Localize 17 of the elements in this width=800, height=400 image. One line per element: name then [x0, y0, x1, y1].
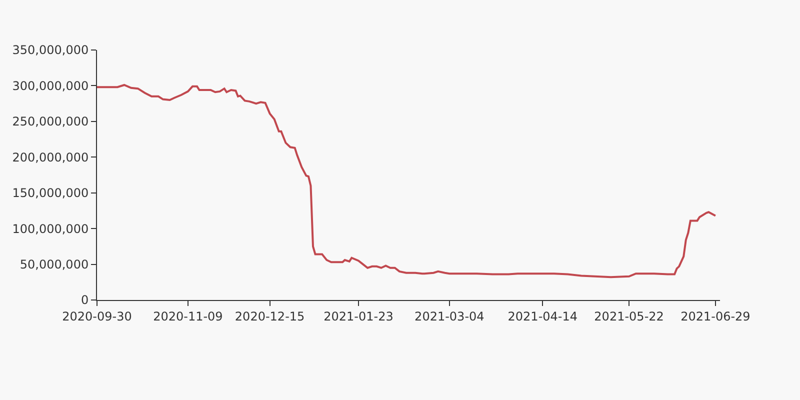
y-tick-label: 300,000,000 — [12, 78, 89, 93]
x-tick-label: 2021-04-14 — [508, 309, 578, 324]
x-tick-label: 2021-06-29 — [680, 309, 750, 324]
line-series — [97, 84, 716, 278]
y-tick-label: 150,000,000 — [12, 186, 89, 200]
y-tick-label: 0 — [80, 293, 89, 308]
y-tick-label: 100,000,000 — [12, 222, 89, 236]
y-tick-label: 350,000,000 — [12, 43, 89, 58]
x-tick-label: 2020-09-30 — [62, 309, 132, 324]
y-tick-label: 50,000,000 — [20, 257, 89, 272]
y-tick-label: 250,000,000 — [12, 114, 89, 129]
x-tick-label: 2021-03-04 — [414, 309, 484, 324]
x-tick-label: 2021-05-22 — [594, 309, 664, 324]
y-tick-label: 200,000,000 — [12, 150, 89, 164]
x-tick-label: 2020-12-15 — [234, 309, 305, 324]
x-tick-label: 2021-01-23 — [324, 309, 394, 324]
x-tick-label: 2020-11-09 — [153, 309, 223, 324]
